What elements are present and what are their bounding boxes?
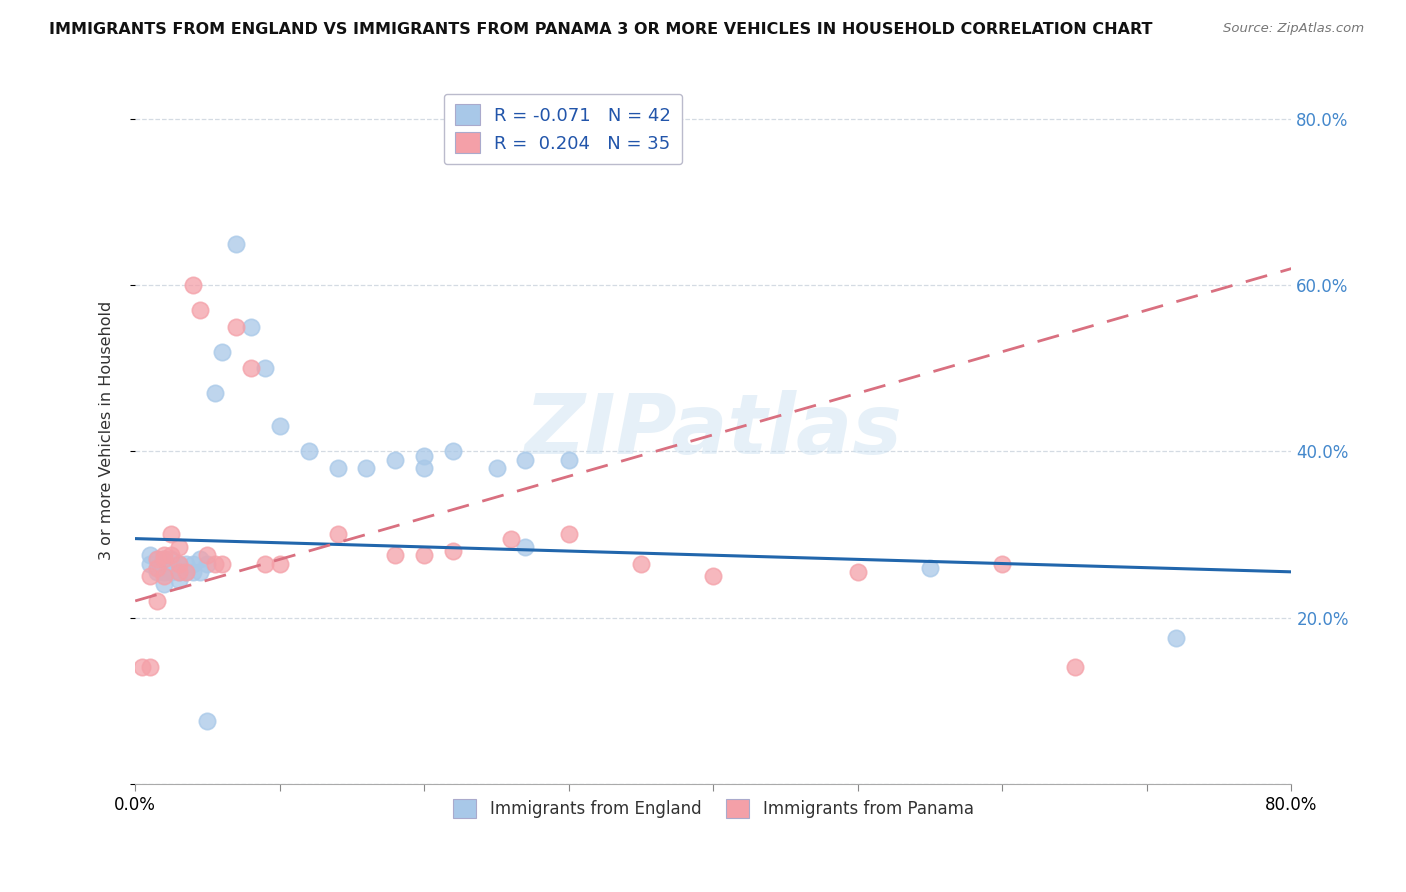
Point [188, 565, 211, 579]
Point [384, 452, 406, 467]
Point [181, 557, 204, 571]
Point [160, 565, 183, 579]
Point [702, 569, 724, 583]
Point [204, 557, 226, 571]
Point [153, 552, 176, 566]
Point [160, 560, 183, 574]
Point [188, 552, 211, 566]
Point [204, 386, 226, 401]
Point [174, 565, 197, 579]
Point [146, 560, 169, 574]
Point [298, 444, 321, 458]
Point [153, 557, 176, 571]
Point [326, 461, 349, 475]
Point [146, 560, 169, 574]
Point [167, 557, 190, 571]
Point [225, 319, 247, 334]
Point [131, 660, 153, 674]
Point [499, 532, 522, 546]
Text: Source: ZipAtlas.com: Source: ZipAtlas.com [1223, 22, 1364, 36]
Point [153, 548, 176, 562]
Point [1063, 660, 1085, 674]
Point [413, 548, 436, 562]
Point [167, 573, 190, 587]
Point [181, 278, 204, 293]
Point [153, 565, 176, 579]
Point [138, 557, 160, 571]
Point [153, 569, 176, 583]
Point [269, 557, 291, 571]
Point [138, 548, 160, 562]
Point [197, 557, 219, 571]
Point [356, 461, 378, 475]
Point [197, 714, 219, 729]
Point [211, 344, 233, 359]
Point [558, 527, 581, 541]
Point [174, 557, 197, 571]
Point [197, 548, 219, 562]
Point [153, 552, 176, 566]
Point [146, 552, 169, 566]
Y-axis label: 3 or more Vehicles in Household: 3 or more Vehicles in Household [100, 301, 114, 560]
Point [181, 565, 204, 579]
Point [515, 452, 537, 467]
Point [167, 565, 190, 579]
Point [413, 461, 436, 475]
Point [254, 361, 277, 376]
Point [239, 361, 262, 376]
Point [239, 319, 262, 334]
Point [146, 565, 169, 579]
Point [485, 461, 508, 475]
Point [160, 552, 183, 566]
Point [1164, 632, 1187, 646]
Point [211, 557, 233, 571]
Point [630, 557, 652, 571]
Point [846, 565, 869, 579]
Point [920, 560, 942, 574]
Point [384, 548, 406, 562]
Point [167, 557, 190, 571]
Point [153, 577, 176, 591]
Point [269, 419, 291, 434]
Point [441, 444, 464, 458]
Point [138, 660, 160, 674]
Text: ZIPatlas: ZIPatlas [524, 390, 903, 471]
Point [188, 303, 211, 318]
Text: IMMIGRANTS FROM ENGLAND VS IMMIGRANTS FROM PANAMA 3 OR MORE VEHICLES IN HOUSEHOL: IMMIGRANTS FROM ENGLAND VS IMMIGRANTS FR… [49, 22, 1153, 37]
Point [413, 449, 436, 463]
Point [991, 557, 1014, 571]
Point [515, 540, 537, 554]
Point [138, 569, 160, 583]
Legend: Immigrants from England, Immigrants from Panama: Immigrants from England, Immigrants from… [446, 792, 980, 825]
Point [146, 552, 169, 566]
Point [160, 548, 183, 562]
Point [160, 527, 183, 541]
Point [146, 594, 169, 608]
Point [167, 565, 190, 579]
Point [174, 565, 197, 579]
Point [225, 236, 247, 251]
Point [558, 452, 581, 467]
Point [441, 544, 464, 558]
Point [326, 527, 349, 541]
Point [254, 557, 277, 571]
Point [167, 540, 190, 554]
